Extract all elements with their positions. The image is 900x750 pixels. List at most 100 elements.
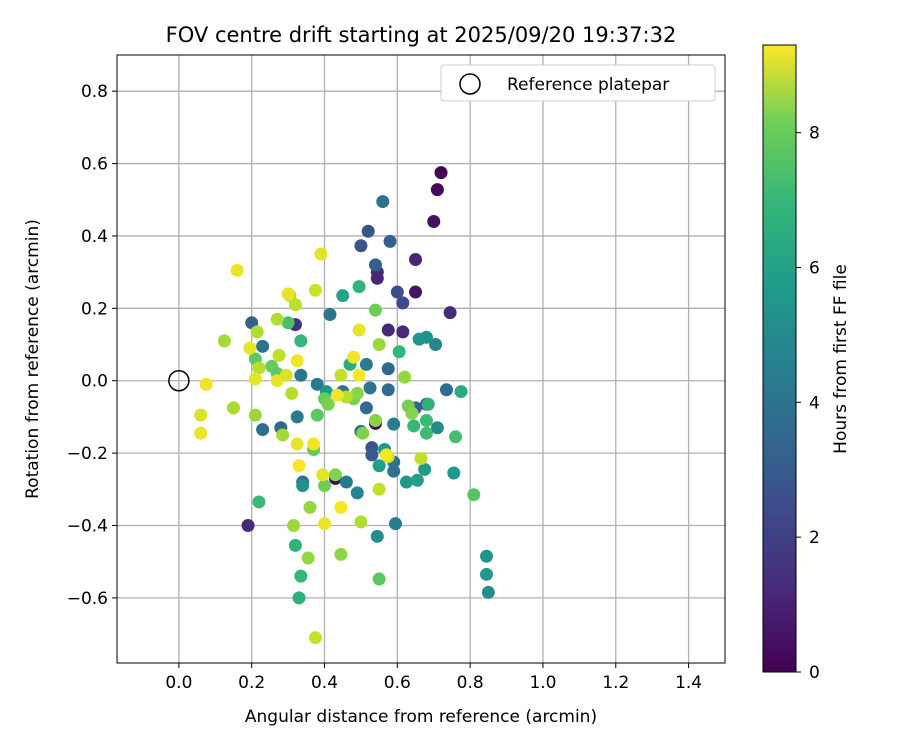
data-point: [443, 306, 457, 320]
data-point: [381, 362, 395, 376]
scatter-points: [194, 166, 495, 645]
data-point: [396, 325, 410, 339]
data-point: [350, 486, 364, 500]
chart-title: FOV centre drift starting at 2025/09/20 …: [166, 23, 677, 47]
data-point: [328, 468, 342, 482]
legend-label: Reference platepar: [507, 75, 669, 95]
data-point: [288, 298, 302, 312]
data-point: [290, 437, 304, 451]
data-point: [318, 479, 332, 493]
y-tick-label: −0.4: [67, 516, 108, 536]
data-point: [307, 437, 321, 451]
legend-marker-icon: [459, 73, 481, 95]
data-point: [252, 361, 266, 375]
data-point: [303, 500, 317, 514]
data-point: [323, 307, 337, 321]
data-point: [372, 572, 386, 586]
data-point: [217, 334, 231, 348]
colorbar: 0 2 4 6 8 Hours from first FF file: [762, 44, 851, 683]
data-point: [316, 468, 330, 482]
x-tick-label: 1.2: [602, 673, 629, 693]
data-point: [381, 383, 395, 397]
data-point: [427, 214, 441, 228]
data-point: [250, 325, 264, 339]
data-point: [387, 417, 401, 431]
data-point: [405, 406, 419, 420]
data-point: [243, 341, 257, 355]
data-point: [389, 517, 403, 531]
data-point: [318, 517, 332, 531]
data-point: [290, 410, 304, 424]
data-point: [370, 271, 384, 285]
data-point: [199, 377, 213, 391]
data-point: [419, 426, 433, 440]
data-point: [354, 515, 368, 529]
colorbar-tick-label: 4: [809, 393, 820, 413]
x-tick-label: 1.0: [529, 673, 556, 693]
data-point: [481, 585, 495, 599]
data-point: [294, 334, 308, 348]
reference-marker: [168, 369, 190, 392]
data-point: [447, 466, 461, 480]
data-point: [352, 323, 366, 337]
data-point: [301, 551, 315, 565]
data-point: [372, 459, 386, 473]
data-point: [379, 448, 393, 462]
data-point: [410, 473, 424, 487]
data-point: [368, 303, 382, 317]
data-point: [372, 482, 386, 496]
y-tick-label: −0.6: [67, 589, 108, 609]
data-point: [334, 368, 348, 382]
data-point: [368, 414, 382, 428]
data-point: [252, 495, 266, 509]
data-point: [392, 345, 406, 359]
data-point: [256, 423, 270, 437]
x-axis-label: Angular distance from reference (arcmin): [245, 707, 597, 727]
colorbar-label: Hours from first FF file: [831, 264, 851, 454]
data-point: [409, 285, 423, 299]
colorbar-tick-label: 0: [809, 663, 820, 683]
data-point: [359, 357, 373, 371]
data-point: [334, 500, 348, 514]
data-point: [363, 381, 377, 395]
colorbar-gradient: [762, 44, 797, 673]
data-point: [336, 289, 350, 303]
data-point: [439, 383, 453, 397]
data-point: [347, 350, 361, 364]
data-point: [368, 258, 382, 272]
data-point: [256, 339, 270, 353]
legend: Reference platepar: [440, 64, 716, 102]
data-point: [409, 252, 423, 266]
y-axis-ticks: −0.6 −0.4 −0.2 0.0 0.2 0.4 0.6 0.8: [67, 82, 117, 609]
y-tick-label: 0.4: [81, 227, 108, 247]
data-point: [407, 419, 421, 433]
data-point: [281, 287, 295, 301]
data-point: [296, 479, 310, 493]
data-point: [310, 408, 324, 422]
x-tick-label: 1.4: [675, 673, 702, 693]
data-point: [230, 263, 244, 277]
data-point: [421, 397, 435, 411]
data-point: [279, 368, 293, 382]
y-tick-label: −0.2: [67, 444, 108, 464]
data-point: [294, 368, 308, 382]
x-tick-label: 0.2: [238, 673, 265, 693]
data-point: [308, 631, 322, 645]
data-point: [321, 397, 335, 411]
y-tick-label: 0.8: [81, 82, 108, 102]
data-point: [398, 370, 412, 384]
data-point: [419, 414, 433, 428]
x-axis-ticks: 0.0 0.2 0.4 0.6 0.8 1.0 1.2 1.4: [165, 663, 702, 693]
data-point: [414, 452, 428, 466]
data-point: [449, 430, 463, 444]
data-point: [270, 312, 284, 326]
y-tick-label: 0.0: [81, 372, 108, 392]
reference-platepar-point: [168, 369, 190, 392]
data-point: [381, 323, 395, 337]
data-point: [227, 401, 241, 415]
colorbar-tick-label: 6: [809, 258, 820, 278]
data-point: [434, 166, 448, 180]
data-point: [412, 332, 426, 346]
data-point: [480, 567, 494, 581]
data-point: [376, 195, 390, 209]
